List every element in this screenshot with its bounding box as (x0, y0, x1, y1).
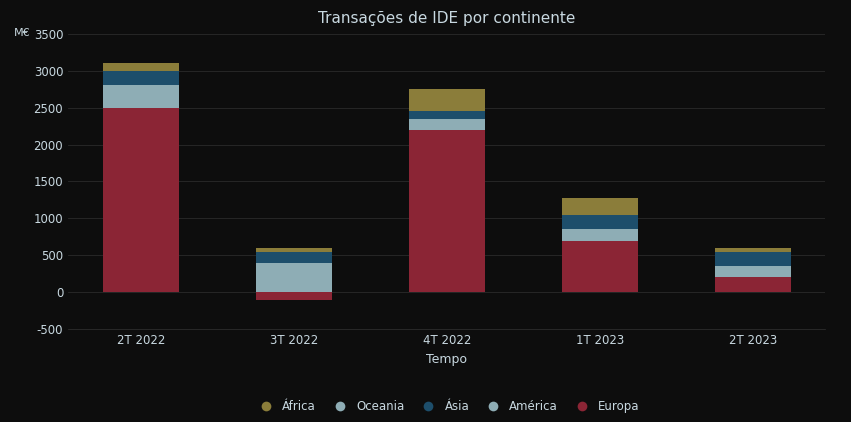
Bar (562, 198, 638, 215)
Bar (408, 130, 485, 292)
Bar (408, 111, 485, 119)
Bar (715, 266, 791, 278)
Bar (102, 85, 179, 108)
Bar (255, 292, 332, 300)
X-axis label: Tempo: Tempo (426, 352, 467, 365)
Title: Transações de IDE por continente: Transações de IDE por continente (318, 11, 575, 26)
Bar (102, 63, 179, 70)
Bar (715, 278, 791, 292)
Bar (562, 241, 638, 292)
Bar (255, 248, 332, 252)
Bar (408, 119, 485, 130)
Legend: África, Oceania, Ásia, América, Europa: África, Oceania, Ásia, América, Europa (249, 395, 644, 418)
Bar (562, 230, 638, 241)
Bar (562, 215, 638, 230)
Bar (408, 89, 485, 111)
Bar (102, 70, 179, 85)
Bar (255, 252, 332, 262)
Bar (715, 248, 791, 252)
Bar (255, 262, 332, 292)
Y-axis label: M€: M€ (14, 28, 31, 38)
Bar (102, 108, 179, 292)
Bar (715, 252, 791, 266)
